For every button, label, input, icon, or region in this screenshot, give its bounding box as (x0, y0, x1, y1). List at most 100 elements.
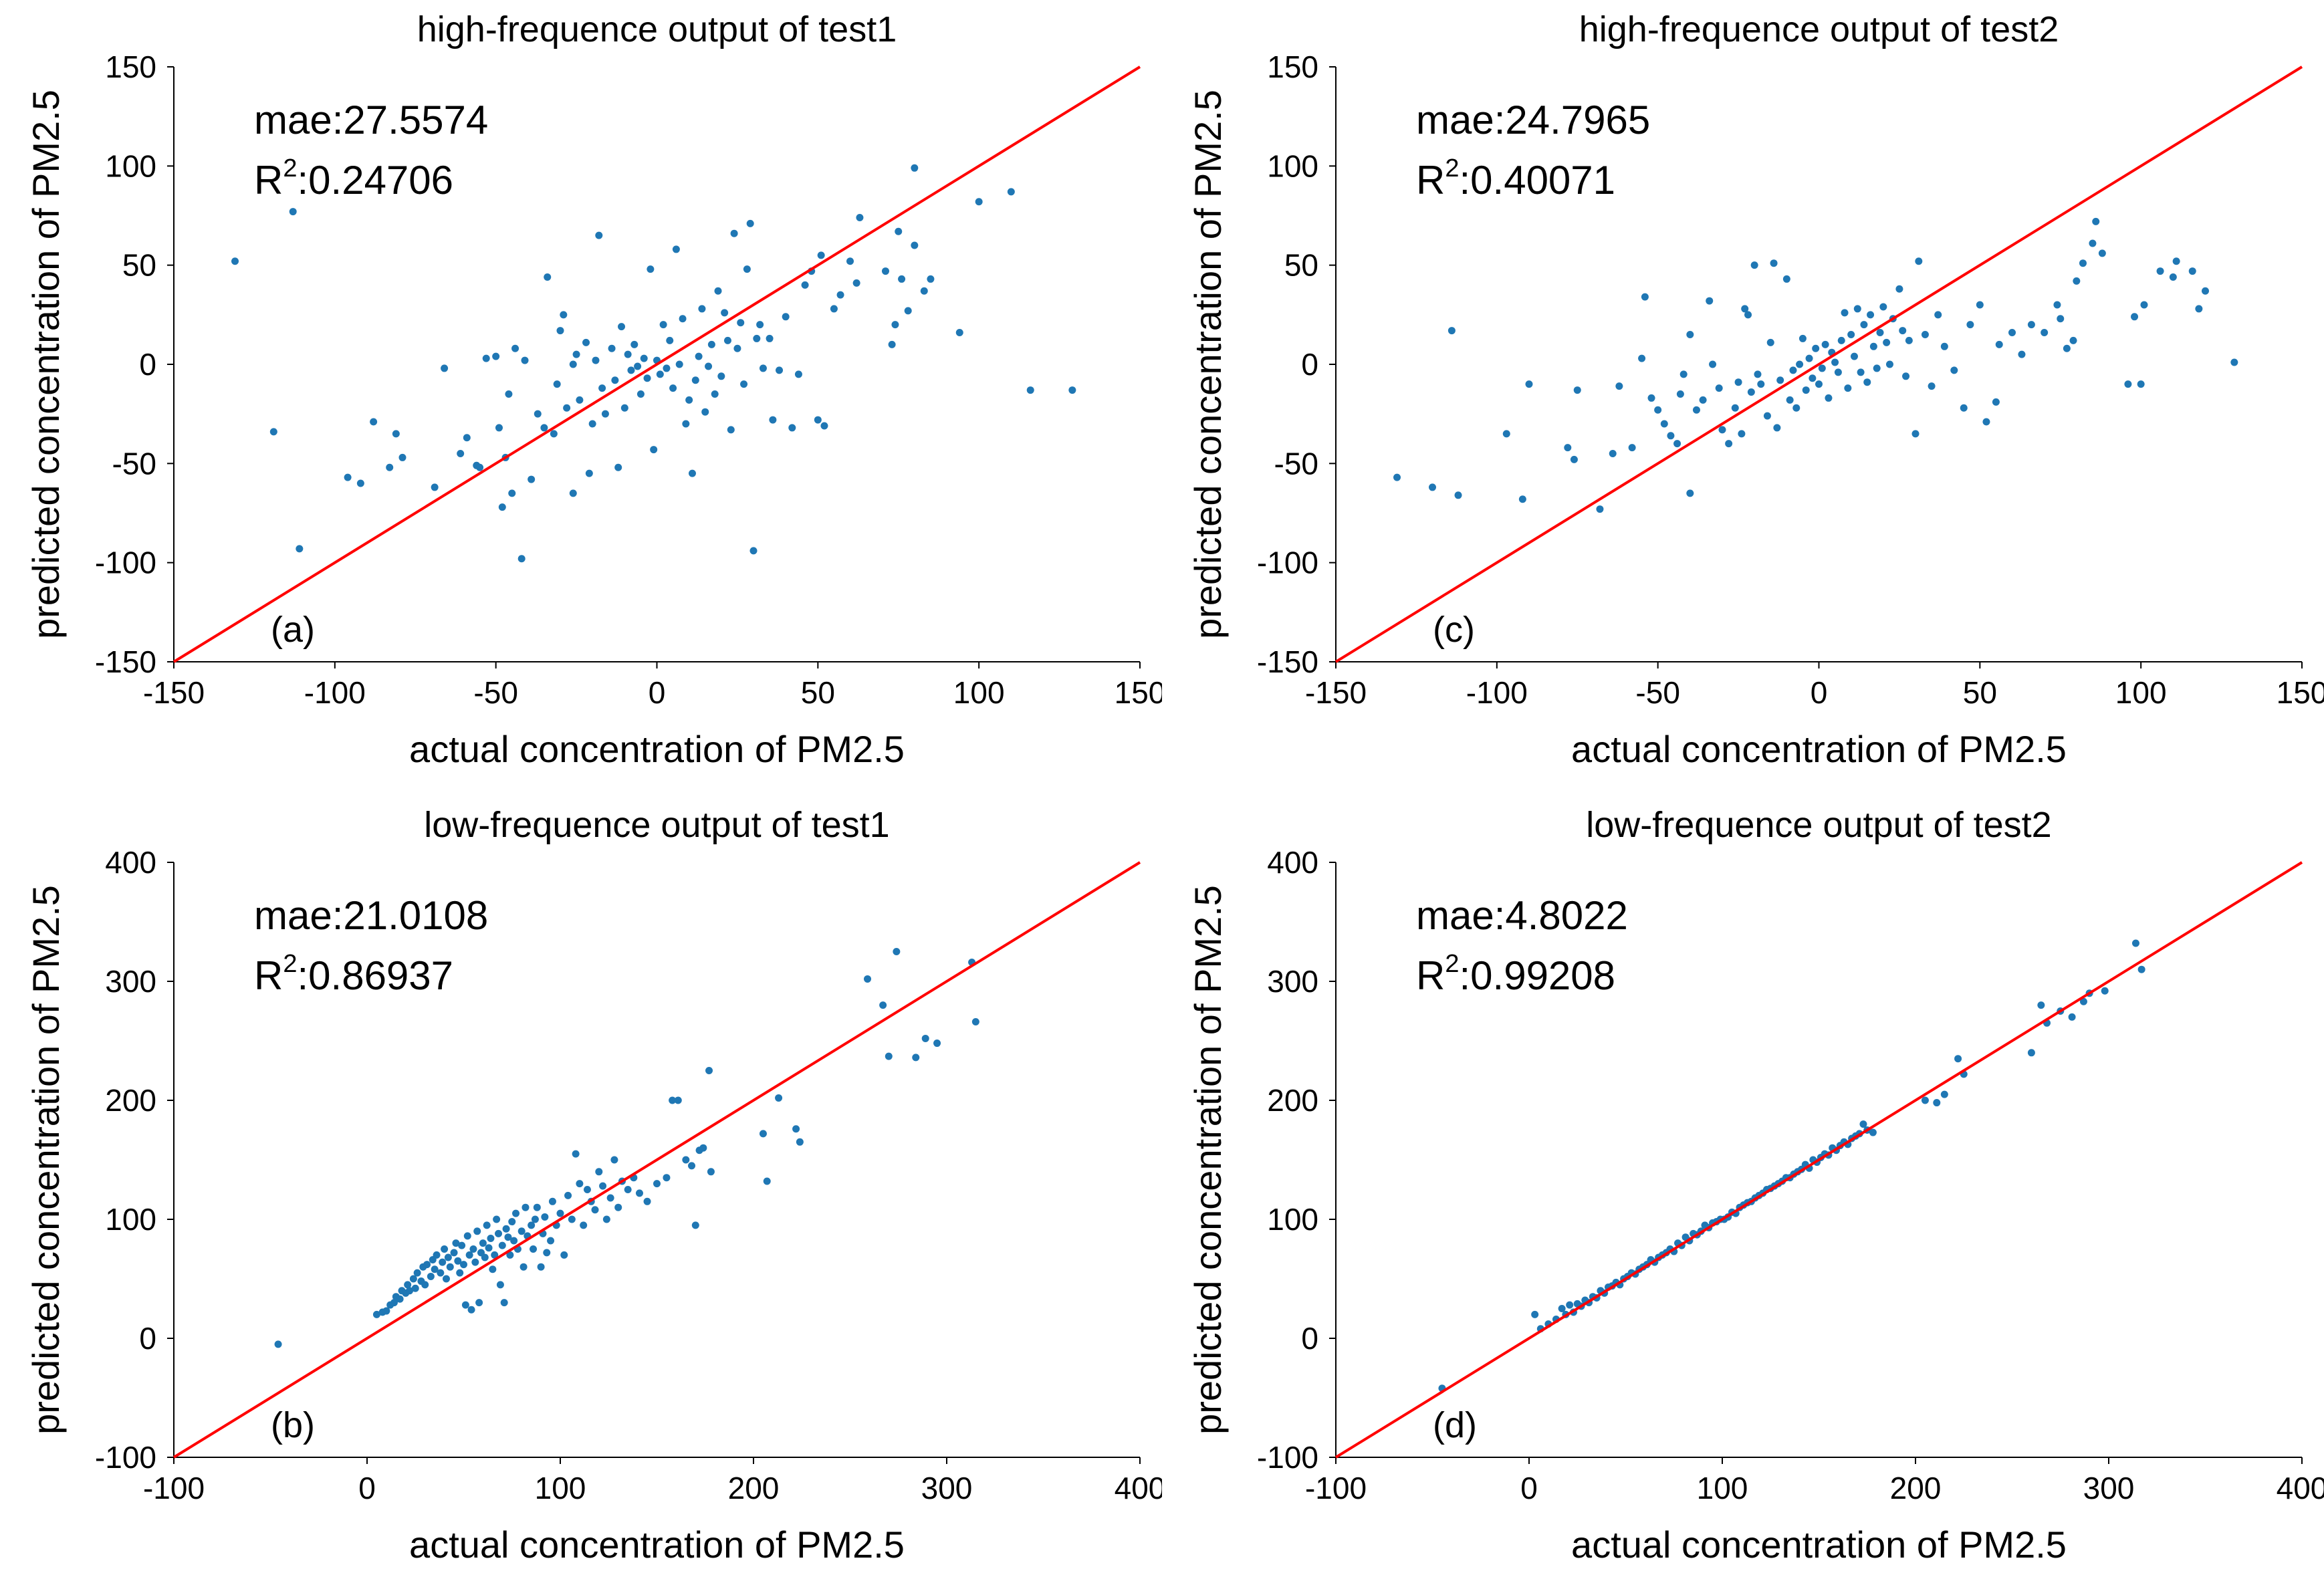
data-point (711, 390, 719, 398)
x-tick-label: -150 (143, 675, 205, 710)
data-point (796, 1138, 804, 1146)
r2-prefix: R (1416, 158, 1445, 203)
data-point (469, 1245, 477, 1253)
data-point (1873, 364, 1881, 372)
data-point (921, 1034, 929, 1042)
data-point (457, 450, 465, 457)
data-point (743, 265, 751, 273)
data-point (1068, 386, 1076, 394)
data-point (630, 340, 638, 348)
data-point (1706, 297, 1714, 305)
data-point (2137, 965, 2145, 973)
data-point (498, 1241, 506, 1249)
panel-label: (d) (1433, 1405, 1477, 1445)
x-axis-label: actual concentration of PM2.5 (409, 728, 905, 770)
data-point (1831, 358, 1839, 366)
data-point (1766, 338, 1774, 346)
data-point (647, 265, 655, 273)
data-point (1796, 360, 1804, 368)
data-point (1966, 321, 1974, 329)
data-point (1859, 1120, 1867, 1128)
data-point (1853, 305, 1861, 313)
data-point (289, 208, 297, 216)
y-tick-label: -100 (95, 1440, 156, 1475)
data-point (454, 1257, 462, 1265)
data-point (663, 364, 671, 372)
data-point (727, 426, 735, 434)
data-point (1789, 366, 1797, 374)
y-tick-label: 50 (1284, 248, 1318, 283)
data-point (475, 1299, 483, 1307)
data-point (836, 291, 844, 299)
y-tick-label: 0 (139, 1321, 156, 1356)
data-point (721, 309, 729, 317)
data-point (920, 287, 928, 295)
data-point (441, 364, 449, 372)
data-point (801, 281, 809, 289)
data-point (537, 1263, 545, 1271)
data-point (620, 404, 628, 412)
data-point (481, 1253, 489, 1261)
data-point (465, 1251, 473, 1259)
data-point (1911, 430, 1920, 438)
data-point (508, 1218, 516, 1226)
x-tick-label: -100 (304, 675, 366, 710)
y-axis-label: predicted concentration of PM2.5 (1187, 90, 1229, 639)
x-tick-label: 0 (358, 1471, 376, 1505)
data-point (512, 1209, 520, 1217)
data-point (881, 267, 889, 275)
data-point (498, 503, 506, 511)
reference-line (172, 861, 1141, 1459)
data-point (927, 275, 935, 283)
data-point (1699, 396, 1707, 404)
data-point (2092, 217, 2100, 225)
data-point (411, 1284, 419, 1292)
x-tick-label: 150 (2277, 675, 2324, 710)
data-point (493, 1215, 501, 1223)
data-point (759, 364, 767, 372)
data-point (505, 390, 513, 398)
data-point (1860, 321, 1868, 329)
data-point (1731, 404, 1739, 412)
data-point (406, 1287, 414, 1295)
data-point (776, 366, 784, 374)
data-point (1809, 374, 1817, 382)
data-point (1628, 444, 1636, 452)
data-point (463, 434, 471, 442)
data-point (1750, 261, 1758, 269)
data-point (830, 305, 838, 313)
data-point (675, 360, 683, 368)
data-point (598, 384, 606, 392)
data-point (895, 227, 903, 235)
scatter-chart-a: high-frequence output of test1 -150 -100 -5… (25, 9, 1162, 770)
x-tick-label: -150 (1305, 675, 1367, 710)
data-point (231, 257, 239, 265)
data-point (1933, 1099, 1941, 1107)
r2-text: R2:0.24706 (254, 154, 453, 203)
data-point (442, 1275, 450, 1283)
panel-label: (a) (271, 610, 315, 650)
data-point (519, 1263, 528, 1271)
data-point (2156, 267, 2164, 275)
y-tick-label: 400 (1267, 845, 1318, 880)
data-point (627, 366, 635, 374)
data-point (576, 396, 584, 404)
mae-text: mae:27.5574 (254, 98, 488, 142)
data-point (496, 1281, 504, 1289)
x-tick-label: 100 (535, 1471, 586, 1505)
x-tick-label: 200 (728, 1471, 780, 1505)
data-point (479, 1239, 487, 1247)
data-point (888, 340, 896, 348)
data-point (446, 1263, 454, 1271)
data-point (548, 1197, 556, 1205)
data-point (1921, 331, 1929, 338)
data-point (766, 334, 774, 342)
data-point (386, 463, 394, 471)
data-point (1954, 1055, 1962, 1063)
data-point (1715, 384, 1723, 392)
data-point (1902, 372, 1910, 380)
y-tick-label: -50 (1274, 446, 1318, 481)
data-point (423, 1261, 431, 1269)
data-point (705, 1067, 713, 1074)
